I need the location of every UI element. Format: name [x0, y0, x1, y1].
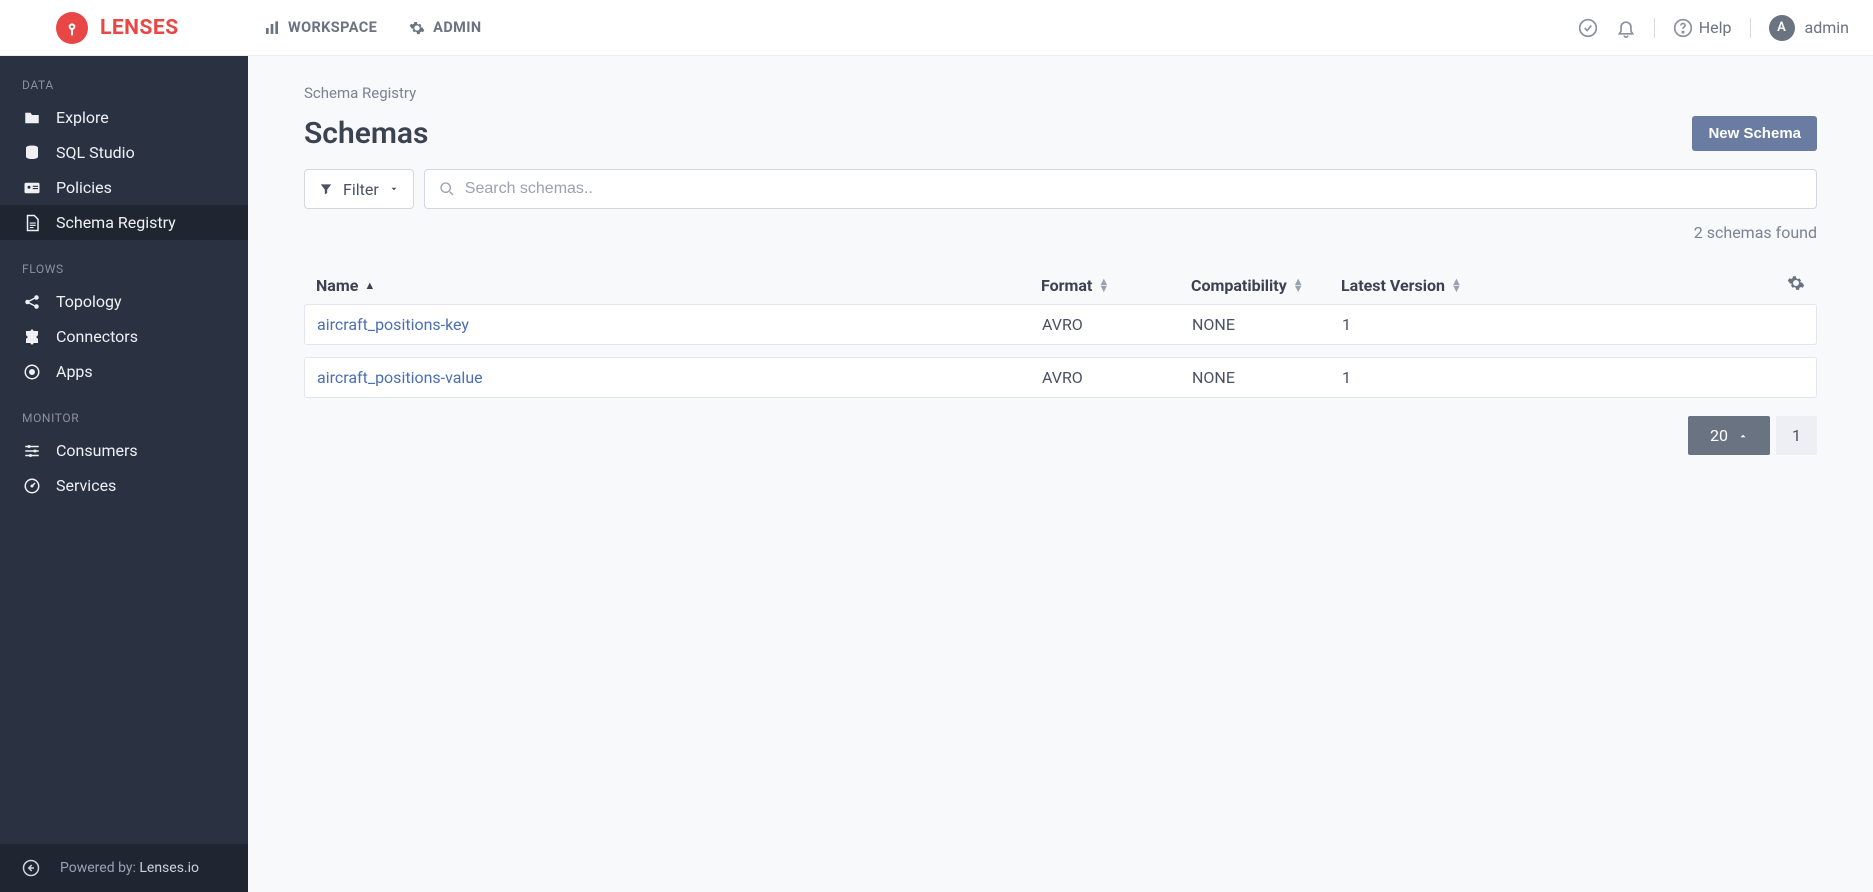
footer-text: Powered by: Lenses.io — [60, 860, 199, 876]
topbar-right: Help A admin — [1578, 15, 1849, 41]
sidebar-item-connectors[interactable]: Connectors — [0, 319, 248, 354]
sidebar-item-schema-registry[interactable]: Schema Registry — [0, 205, 248, 240]
status-ok-icon[interactable] — [1578, 18, 1598, 38]
breadcrumb[interactable]: Schema Registry — [304, 84, 1817, 102]
col-header-format[interactable]: Format ▲▼ — [1041, 276, 1191, 295]
caret-up-icon — [1738, 431, 1748, 441]
cell-format: AVRO — [1042, 315, 1192, 334]
table-row: aircraft_positions-key AVRONONE1 — [304, 304, 1817, 345]
schema-name-link[interactable]: aircraft_positions-key — [317, 315, 469, 334]
main-content: Schema Registry Schemas New Schema Filte… — [248, 56, 1873, 892]
gear-icon — [1787, 274, 1805, 292]
page-number[interactable]: 1 — [1776, 416, 1817, 455]
sidebar-section-title: FLOWS — [0, 240, 248, 284]
avatar: A — [1769, 15, 1795, 41]
user-menu[interactable]: A admin — [1769, 15, 1849, 41]
sidebar-item-label: Services — [56, 476, 116, 495]
filter-icon — [319, 182, 333, 196]
folder-icon — [22, 109, 42, 127]
database-icon — [22, 144, 42, 162]
file-icon — [22, 214, 42, 232]
search-icon — [439, 181, 455, 197]
sidebar-section-title: MONITOR — [0, 389, 248, 433]
bar-chart-icon — [264, 20, 280, 36]
brand[interactable]: LENSES — [0, 12, 248, 44]
target-icon — [22, 363, 42, 381]
share-icon — [22, 293, 42, 311]
brand-name: LENSES — [100, 16, 179, 40]
sidebar-item-services[interactable]: Services — [0, 468, 248, 503]
nav-admin-label: ADMIN — [433, 19, 481, 36]
sidebar-item-label: Topology — [56, 292, 122, 311]
nav-workspace-label: WORKSPACE — [288, 19, 377, 36]
gauge-icon — [22, 477, 42, 495]
schema-name-link[interactable]: aircraft_positions-value — [317, 368, 483, 387]
cell-compatibility: NONE — [1192, 368, 1342, 387]
filter-button[interactable]: Filter — [304, 169, 414, 209]
sidebar-item-explore[interactable]: Explore — [0, 100, 248, 135]
help-link[interactable]: Help — [1673, 18, 1732, 38]
footer-link[interactable]: Lenses.io — [139, 860, 199, 876]
sidebar-footer: Powered by: Lenses.io — [0, 844, 248, 892]
table-settings-button[interactable] — [1491, 274, 1805, 296]
sliders-icon — [22, 442, 42, 460]
sidebar-item-consumers[interactable]: Consumers — [0, 433, 248, 468]
bell-icon[interactable] — [1616, 18, 1636, 38]
gear-icon — [409, 20, 425, 36]
sidebar-item-policies[interactable]: Policies — [0, 170, 248, 205]
pagination: 20 1 — [304, 416, 1817, 455]
topbar-divider-2 — [1750, 18, 1751, 38]
sidebar-item-label: Connectors — [56, 327, 138, 346]
col-header-latest-version[interactable]: Latest Version ▲▼ — [1341, 276, 1491, 295]
sidebar-item-label: SQL Studio — [56, 143, 135, 162]
search-wrap — [424, 169, 1817, 209]
sort-icon: ▲▼ — [1293, 278, 1304, 292]
cell-version: 1 — [1342, 368, 1492, 387]
topbar: LENSES WORKSPACE ADMIN Help A admin — [0, 0, 1873, 56]
sort-asc-icon: ▲ — [364, 282, 375, 289]
sort-icon: ▲▼ — [1098, 278, 1109, 292]
col-header-compatibility[interactable]: Compatibility ▲▼ — [1191, 276, 1341, 295]
collapse-sidebar-icon[interactable] — [22, 859, 40, 877]
results-count: 2 schemas found — [304, 223, 1817, 242]
idcard-icon — [22, 179, 42, 197]
sidebar-item-apps[interactable]: Apps — [0, 354, 248, 389]
sidebar: DATA Explore SQL Studio Policies Schema Regi… — [0, 56, 248, 892]
sidebar-item-label: Consumers — [56, 441, 138, 460]
topnav: WORKSPACE ADMIN — [264, 19, 482, 36]
cell-format: AVRO — [1042, 368, 1192, 387]
nav-admin[interactable]: ADMIN — [409, 19, 481, 36]
caret-down-icon — [389, 184, 399, 194]
help-label: Help — [1699, 18, 1732, 37]
cell-compatibility: NONE — [1192, 315, 1342, 334]
page-size-select[interactable]: 20 — [1688, 416, 1770, 455]
sidebar-item-label: Policies — [56, 178, 112, 197]
table-header: Name ▲ Format ▲▼ Compatibility ▲▼ Latest… — [304, 266, 1817, 304]
filter-label: Filter — [343, 180, 379, 199]
puzzle-icon — [22, 328, 42, 346]
sidebar-item-topology[interactable]: Topology — [0, 284, 248, 319]
sidebar-item-label: Schema Registry — [56, 213, 176, 232]
page-title: Schemas — [304, 116, 428, 151]
sort-icon: ▲▼ — [1451, 278, 1462, 292]
new-schema-button[interactable]: New Schema — [1692, 116, 1817, 151]
table-row: aircraft_positions-value AVRONONE1 — [304, 357, 1817, 398]
topbar-divider — [1654, 18, 1655, 38]
user-name: admin — [1805, 18, 1849, 37]
sidebar-item-sql-studio[interactable]: SQL Studio — [0, 135, 248, 170]
cell-version: 1 — [1342, 315, 1492, 334]
sidebar-item-label: Explore — [56, 108, 109, 127]
sidebar-item-label: Apps — [56, 362, 93, 381]
brand-logo-icon — [56, 12, 88, 44]
search-input[interactable] — [465, 170, 1802, 208]
nav-workspace[interactable]: WORKSPACE — [264, 19, 377, 36]
col-header-name[interactable]: Name ▲ — [316, 276, 1041, 295]
sidebar-section-title: DATA — [0, 56, 248, 100]
help-icon — [1673, 18, 1693, 38]
